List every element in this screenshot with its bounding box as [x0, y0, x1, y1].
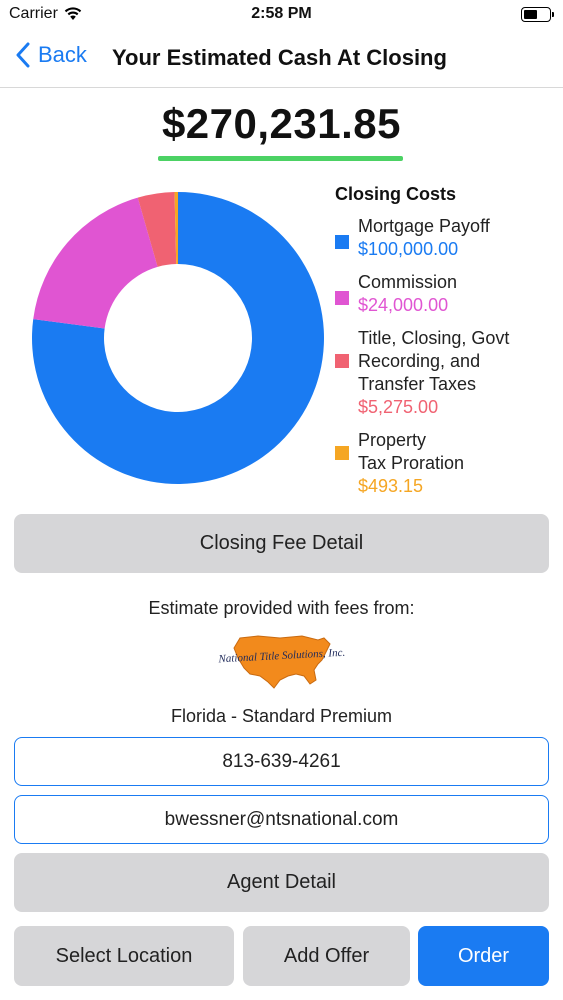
select-location-button[interactable]: Select Location [14, 926, 234, 986]
legend-label: Recording, and [358, 351, 481, 371]
agent-detail-button[interactable]: Agent Detail [14, 853, 549, 912]
legend-label: Commission [358, 272, 458, 292]
legend-item-commission: Commission $24,000.00 [335, 271, 555, 317]
legend-label: Property [358, 430, 427, 450]
status-bar: Carrier 2:58 PM [0, 0, 563, 30]
legend-amount: $5,275.00 [358, 397, 439, 417]
closing-fee-detail-button[interactable]: Closing Fee Detail [14, 514, 549, 573]
carrier-indicator: Carrier [9, 5, 82, 23]
back-button[interactable]: Back [16, 42, 87, 68]
legend-swatch [335, 446, 349, 460]
legend-swatch [335, 235, 349, 249]
slice-commission [33, 197, 158, 329]
legend-amount: $24,000.00 [358, 295, 449, 315]
plan-label: Florida - Standard Premium [170, 706, 393, 726]
navigation-bar: Back Your Estimated Cash At Closing [0, 30, 563, 88]
slice-mortgage-payoff [31, 192, 325, 485]
legend-label: Mortgage Payoff [358, 216, 490, 236]
legend-item-title-closing-taxes: Title, Closing, Govt Recording, and Tran… [335, 327, 555, 419]
chevron-left-icon [16, 42, 30, 68]
legend-swatch [335, 354, 349, 368]
legend-amount: $493.15 [358, 476, 424, 496]
phone-field[interactable]: 813-639-4261 [14, 737, 549, 786]
slice-property-tax-proration [174, 192, 178, 265]
legend-swatch [335, 291, 349, 305]
carrier-label: Carrier [9, 5, 58, 22]
battery-icon [521, 7, 554, 22]
back-label: Back [38, 42, 87, 67]
page-title: Your Estimated Cash At Closing [112, 45, 447, 70]
order-button[interactable]: Order [418, 926, 549, 986]
legend-item-mortgage-payoff: Mortgage Payoff $100,000.00 [335, 215, 555, 261]
closing-costs-donut-chart [31, 192, 325, 485]
legend-label: Title, Closing, Govt [358, 328, 510, 348]
wifi-icon [64, 7, 82, 20]
total-underline [158, 156, 403, 161]
clock: 2:58 PM [251, 5, 312, 22]
estimated-cash-total: $270,231.85 [161, 100, 402, 147]
legend-title: Closing Costs [335, 184, 457, 204]
chart-legend: Closing Costs Mortgage Payoff $100,000.0… [335, 184, 555, 508]
slice-title-closing-taxes [137, 192, 177, 267]
add-offer-button[interactable]: Add Offer [243, 926, 410, 986]
email-field[interactable]: bwessner@ntsnational.com [14, 795, 549, 844]
legend-label: Transfer Taxes [358, 374, 477, 394]
provider-intro: Estimate provided with fees from: [148, 598, 415, 618]
national-title-solutions-logo: National Title Solutions, Inc. [218, 635, 345, 689]
legend-item-property-tax-proration: Property Tax Proration $493.15 [335, 429, 555, 498]
legend-label: Tax Proration [358, 453, 465, 473]
legend-amount: $100,000.00 [358, 239, 459, 259]
